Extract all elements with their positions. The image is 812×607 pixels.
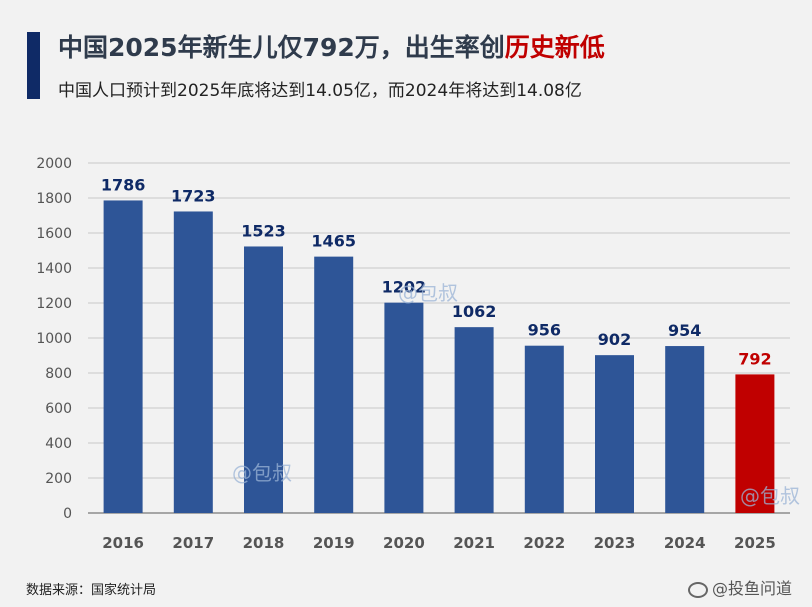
title-accent-bar xyxy=(27,32,40,99)
title-highlight: 历史新低 xyxy=(504,33,605,62)
bar xyxy=(384,302,424,513)
y-tick-label: 1400 xyxy=(36,261,72,277)
y-tick-label: 1200 xyxy=(36,296,72,312)
bar xyxy=(524,345,564,513)
data-label: 1062 xyxy=(452,302,497,321)
author-credit: @投鱼问道 xyxy=(688,575,792,599)
x-tick-label: 2024 xyxy=(664,534,706,552)
data-label: 1465 xyxy=(311,232,356,251)
x-tick-label: 2021 xyxy=(453,534,495,552)
data-label: 1723 xyxy=(171,186,216,205)
data-source: 数据来源：国家统计局 xyxy=(26,583,157,598)
watermark: @包叔 xyxy=(740,484,800,508)
data-label: 1523 xyxy=(241,221,286,240)
author-credit-label: @投鱼问道 xyxy=(712,579,793,598)
y-tick-label: 400 xyxy=(45,436,72,452)
bar xyxy=(595,355,634,513)
y-tick-label: 200 xyxy=(45,471,72,487)
bar xyxy=(244,246,283,513)
bar xyxy=(665,346,705,513)
y-tick-label: 800 xyxy=(45,366,72,382)
data-label: 1202 xyxy=(382,278,427,297)
bar xyxy=(314,256,354,513)
x-tick-label: 2025 xyxy=(734,534,776,552)
bar xyxy=(103,200,143,513)
page-title: 中国2025年新生儿仅792万，出生率创历史新低 xyxy=(58,28,605,64)
data-label: 1786 xyxy=(101,175,146,194)
y-tick-label: 1600 xyxy=(36,226,72,242)
x-tick-label: 2023 xyxy=(594,534,636,552)
data-label: 792 xyxy=(738,349,771,368)
data-label: 956 xyxy=(528,321,561,340)
page-subtitle: 中国人口预计到2025年底将达到14.05亿，而2024年将达到14.08亿 xyxy=(58,81,582,101)
y-tick-label: 1800 xyxy=(36,191,72,207)
watermark: @包叔 xyxy=(232,461,292,485)
x-tick-label: 2020 xyxy=(383,534,425,552)
y-tick-label: 1000 xyxy=(36,331,72,347)
y-tick-label: 600 xyxy=(45,401,72,417)
title-main: 中国2025年新生儿仅792万，出生率创 xyxy=(58,33,505,62)
x-tick-label: 2019 xyxy=(313,534,355,552)
y-tick-label: 0 xyxy=(63,506,72,522)
x-tick-label: 2017 xyxy=(172,534,214,552)
data-label: 902 xyxy=(598,330,631,349)
x-tick-label: 2022 xyxy=(523,534,565,552)
watermark: @包叔 xyxy=(398,281,458,305)
x-tick-label: 2018 xyxy=(243,534,285,552)
x-tick-label: 2016 xyxy=(102,534,144,552)
bar xyxy=(454,327,494,513)
y-tick-label: 2000 xyxy=(36,156,72,172)
bar xyxy=(735,374,775,513)
data-label: 954 xyxy=(668,321,701,340)
bar xyxy=(173,211,213,513)
weibo-icon xyxy=(688,581,708,598)
